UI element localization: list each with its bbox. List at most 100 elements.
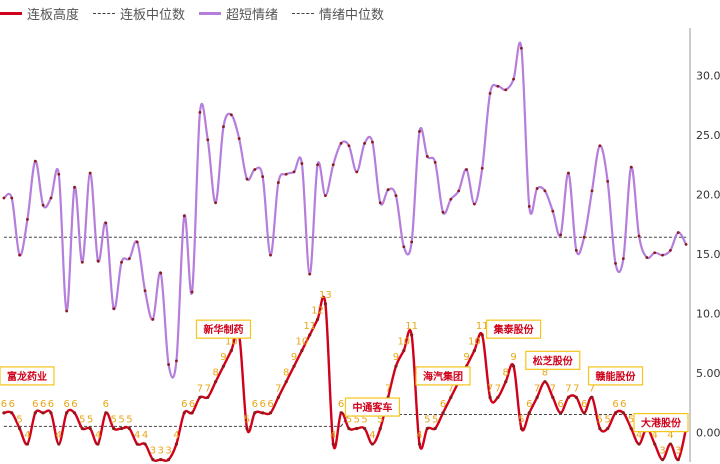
legend-label-height-median: 连板中位数 bbox=[120, 7, 186, 23]
annotation-box bbox=[415, 366, 471, 386]
height-point bbox=[441, 411, 445, 415]
height-data-label: 7 bbox=[534, 383, 540, 394]
emotion-point bbox=[394, 194, 398, 198]
emotion-point bbox=[237, 137, 241, 140]
height-point bbox=[292, 364, 296, 368]
height-data-label: 7 bbox=[205, 383, 211, 394]
height-point bbox=[323, 302, 327, 306]
height-point bbox=[119, 426, 124, 431]
emotion-point bbox=[151, 317, 155, 321]
annotation-label: 新华制药 bbox=[203, 323, 243, 336]
height-data-label: 4 bbox=[667, 430, 673, 441]
emotion-point bbox=[339, 141, 343, 145]
height-data-label: 4 bbox=[56, 430, 62, 441]
height-data-label: 6 bbox=[620, 399, 626, 410]
annotation-box bbox=[485, 319, 542, 339]
emotion-point bbox=[425, 155, 429, 158]
emotion-point bbox=[308, 272, 312, 276]
height-point bbox=[284, 380, 288, 384]
height-data-label: 5 bbox=[118, 414, 124, 425]
height-point bbox=[613, 411, 618, 415]
height-point bbox=[527, 411, 531, 415]
emotion-point bbox=[418, 130, 421, 133]
height-point bbox=[112, 426, 116, 431]
emotion-point bbox=[629, 165, 633, 169]
legend-item-emotion-median[interactable]: 情绪中位数 bbox=[292, 4, 384, 23]
height-point bbox=[308, 333, 312, 337]
y-tick-label: 25.00 bbox=[696, 129, 720, 142]
emotion-point bbox=[480, 166, 484, 170]
height-point bbox=[143, 442, 147, 446]
emotion-point bbox=[371, 140, 374, 144]
height-point bbox=[49, 411, 53, 415]
emotion-point bbox=[245, 177, 249, 181]
height-point bbox=[166, 458, 171, 462]
height-data-label: 5 bbox=[432, 414, 438, 425]
legend-label-emotion-median: 情绪中位数 bbox=[319, 7, 385, 23]
emotion-point bbox=[355, 170, 359, 174]
emotion-point bbox=[112, 307, 116, 311]
height-point bbox=[127, 426, 131, 431]
emotion-point bbox=[559, 233, 563, 237]
height-data-label: 5 bbox=[518, 414, 524, 425]
height-point bbox=[96, 442, 100, 446]
emotion-point bbox=[504, 88, 508, 92]
height-data-label: 4 bbox=[636, 430, 642, 441]
height-point bbox=[590, 395, 594, 399]
height-point bbox=[402, 348, 406, 353]
legend-item-emotion[interactable]: 超短情绪 bbox=[199, 4, 278, 23]
annotation-label: 中通客车 bbox=[352, 401, 392, 414]
height-point bbox=[57, 442, 61, 446]
emotion-point bbox=[253, 168, 257, 171]
height-point bbox=[535, 395, 539, 399]
height-data-label: 5 bbox=[346, 414, 352, 425]
height-point bbox=[511, 364, 516, 368]
legend-item-height[interactable]: 连板高度 bbox=[0, 4, 79, 23]
emotion-point bbox=[41, 203, 45, 207]
annotation-label: 大港股份 bbox=[641, 417, 682, 430]
emotion-point bbox=[535, 187, 539, 190]
height-point bbox=[41, 411, 45, 415]
height-point bbox=[135, 442, 139, 446]
height-point bbox=[519, 426, 524, 431]
height-data-label: 5 bbox=[126, 414, 132, 425]
emotion-point bbox=[668, 248, 672, 252]
emotion-point bbox=[120, 260, 123, 264]
height-data-label: 9 bbox=[291, 352, 297, 363]
emotion-point bbox=[57, 172, 61, 176]
height-data-label: 5 bbox=[597, 414, 603, 425]
height-data-label: 7 bbox=[495, 383, 501, 394]
height-point bbox=[159, 458, 163, 462]
emotion-point bbox=[465, 168, 468, 171]
annotation-box bbox=[195, 319, 252, 339]
height-point bbox=[315, 317, 320, 322]
height-data-label: 4 bbox=[330, 430, 336, 441]
height-data-label: 8 bbox=[212, 368, 218, 379]
height-data-label: 6 bbox=[40, 399, 46, 410]
height-point bbox=[221, 364, 226, 368]
height-data-label: 7 bbox=[385, 383, 391, 394]
legend-item-height-median[interactable]: 连板中位数 bbox=[93, 4, 185, 23]
height-point bbox=[543, 380, 547, 384]
height-point bbox=[268, 411, 273, 415]
height-data-label: 4 bbox=[134, 430, 140, 441]
height-point bbox=[33, 411, 37, 415]
height-point bbox=[582, 411, 586, 415]
emotion-point bbox=[33, 159, 37, 163]
emotion-point bbox=[457, 189, 461, 193]
height-data-label: 11 bbox=[476, 321, 489, 332]
emotion-point bbox=[222, 125, 225, 129]
height-point bbox=[653, 442, 657, 446]
emotion-point bbox=[520, 46, 523, 50]
height-point bbox=[559, 411, 563, 415]
height-point bbox=[504, 380, 508, 384]
emotion-point bbox=[18, 253, 22, 257]
y-tick-label: 30.00 bbox=[696, 70, 720, 83]
height-data-label: 4 bbox=[369, 430, 375, 441]
height-data-label: 6 bbox=[612, 399, 618, 410]
emotion-point bbox=[676, 231, 680, 234]
emotion-point bbox=[410, 240, 414, 244]
height-data-label: 11 bbox=[303, 321, 316, 332]
emotion-point bbox=[645, 256, 649, 259]
emotion-point bbox=[637, 234, 641, 238]
